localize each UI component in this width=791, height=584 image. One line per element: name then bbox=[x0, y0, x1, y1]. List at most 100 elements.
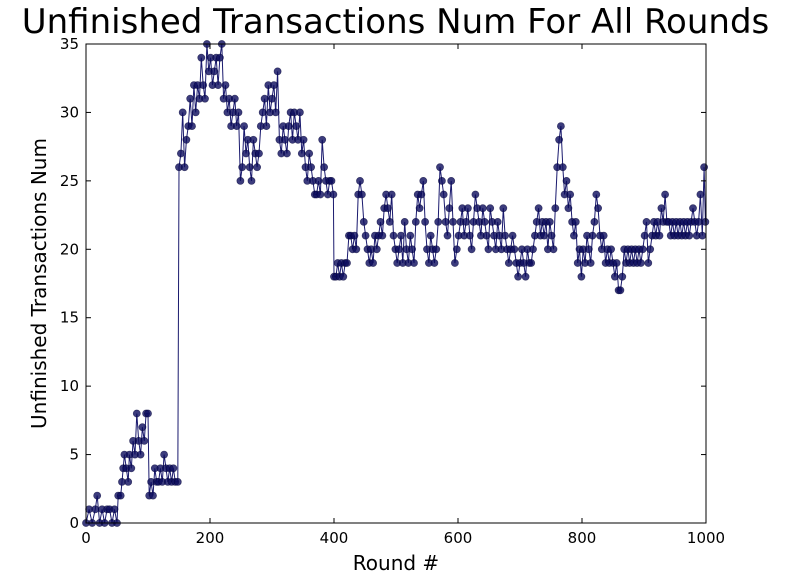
data-point bbox=[260, 94, 269, 103]
data-point bbox=[359, 217, 368, 226]
data-point bbox=[607, 245, 615, 254]
data-point bbox=[327, 176, 336, 185]
data-point bbox=[410, 259, 418, 267]
data-point bbox=[297, 149, 306, 158]
x-tick-label: 1000 bbox=[687, 529, 725, 547]
data-point bbox=[258, 108, 267, 117]
data-point bbox=[262, 122, 271, 130]
data-point bbox=[646, 245, 655, 254]
data-point bbox=[689, 204, 697, 213]
data-point bbox=[514, 272, 522, 281]
data-point bbox=[616, 286, 625, 295]
data-point bbox=[350, 231, 359, 240]
data-point bbox=[441, 217, 450, 226]
data-point bbox=[395, 245, 403, 254]
data-point bbox=[173, 477, 182, 486]
chart-title: Unfinished Transactions Num For All Roun… bbox=[21, 2, 770, 42]
data-point bbox=[269, 81, 278, 89]
data-point bbox=[480, 217, 489, 226]
axes-frame bbox=[85, 43, 707, 524]
data-point bbox=[176, 149, 185, 158]
x-tick-label: 200 bbox=[196, 529, 225, 547]
data-point bbox=[549, 245, 558, 254]
data-point bbox=[249, 135, 258, 144]
data-point bbox=[282, 149, 291, 158]
data-point bbox=[292, 122, 301, 130]
data-point bbox=[701, 217, 710, 226]
data-point bbox=[508, 231, 517, 240]
data-point bbox=[369, 259, 377, 267]
data-point bbox=[562, 176, 571, 185]
data-point bbox=[564, 204, 573, 213]
data-point bbox=[478, 204, 487, 213]
data-point bbox=[443, 231, 452, 240]
data-point bbox=[445, 204, 454, 213]
data-point bbox=[234, 108, 243, 117]
data-point bbox=[271, 108, 280, 117]
data-point bbox=[247, 176, 256, 185]
data-point bbox=[378, 231, 387, 240]
data-point bbox=[558, 163, 567, 172]
data-point bbox=[566, 190, 575, 199]
data-point bbox=[238, 163, 247, 172]
data-point bbox=[573, 259, 582, 267]
data-point bbox=[389, 231, 398, 240]
data-point bbox=[188, 122, 196, 130]
data-point bbox=[273, 67, 282, 76]
data-point bbox=[450, 259, 459, 267]
data-point bbox=[612, 259, 621, 267]
data-point bbox=[397, 231, 405, 240]
ticks-layer: 0 200 400 600 800 1000 0 5 10 15 20 25 30 35 bbox=[60, 35, 725, 547]
y-tick-label: 20 bbox=[60, 240, 79, 258]
y-tick-label: 10 bbox=[60, 377, 79, 395]
data-point bbox=[640, 231, 649, 240]
data-point bbox=[419, 176, 428, 185]
data-point bbox=[529, 245, 537, 254]
data-point bbox=[437, 176, 446, 185]
data-point bbox=[316, 190, 325, 199]
data-point bbox=[421, 217, 429, 226]
data-point bbox=[383, 204, 392, 213]
data-point bbox=[240, 122, 248, 130]
data-point bbox=[268, 94, 276, 103]
data-point bbox=[357, 190, 366, 199]
data-point bbox=[571, 217, 580, 226]
data-point bbox=[642, 217, 651, 226]
data-point bbox=[588, 231, 597, 240]
y-axis-label: Unfinished Transactions Num bbox=[27, 138, 51, 429]
data-point bbox=[462, 217, 470, 226]
data-point bbox=[694, 217, 703, 226]
data-point bbox=[449, 217, 457, 226]
data-point bbox=[230, 94, 239, 103]
data-point bbox=[644, 259, 653, 267]
data-point bbox=[415, 204, 424, 213]
data-point bbox=[463, 204, 472, 213]
data-point bbox=[376, 217, 385, 226]
data-point bbox=[178, 108, 187, 117]
y-tick-label: 25 bbox=[60, 172, 79, 190]
data-point bbox=[299, 135, 308, 144]
data-point bbox=[215, 53, 224, 62]
data-point bbox=[387, 190, 396, 199]
data-point bbox=[214, 81, 222, 89]
data-point bbox=[144, 409, 152, 418]
data-point bbox=[124, 477, 133, 486]
data-point bbox=[138, 423, 147, 432]
data-point bbox=[372, 245, 381, 254]
x-axis-label: Round # bbox=[353, 551, 439, 575]
data-point bbox=[592, 190, 601, 199]
data-point bbox=[160, 450, 168, 459]
data-point bbox=[657, 204, 666, 213]
data-point bbox=[698, 231, 707, 240]
data-point bbox=[199, 81, 208, 89]
data-point bbox=[191, 108, 200, 117]
data-point bbox=[501, 231, 509, 240]
data-point bbox=[465, 231, 474, 240]
data-point bbox=[599, 231, 608, 240]
data-point bbox=[447, 176, 456, 185]
data-point bbox=[594, 204, 602, 213]
data-point bbox=[91, 505, 100, 514]
data-point bbox=[201, 94, 209, 103]
data-point bbox=[534, 204, 543, 213]
data-point bbox=[504, 259, 513, 267]
